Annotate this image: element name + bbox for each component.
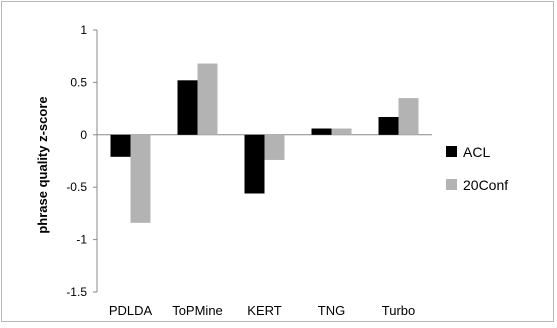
bar-acl-pdlda	[110, 134, 131, 157]
x-tick-label: PDLDA	[109, 303, 153, 318]
bar-20conf-turbo	[398, 98, 419, 135]
y-tick-label: -1	[76, 233, 87, 247]
y-tick-label: 0	[80, 128, 87, 142]
y-tick-label: 1	[80, 23, 87, 37]
y-tick-label: -0.5	[66, 180, 87, 194]
bar-20conf-topmine	[197, 63, 218, 135]
bar-20conf-tng	[331, 128, 352, 135]
bar-chart: phrase quality z-score 1 0.5 0 -0.5 -1 -1.5 PD…	[35, 23, 508, 318]
legend-label-acl: ACL	[463, 144, 490, 160]
y-tick-label: -1.5	[66, 285, 87, 299]
y-tick-label: 0.5	[70, 75, 87, 89]
x-tick-label: ToPMine	[172, 303, 223, 318]
legend: ACL 20Conf	[446, 144, 508, 193]
x-tick-label: Turbo	[382, 303, 415, 318]
legend-swatch-20conf	[446, 179, 457, 190]
legend-label-20conf: 20Conf	[463, 177, 508, 193]
legend-swatch-acl	[446, 146, 457, 157]
bar-acl-turbo	[378, 116, 399, 135]
bar-acl-tng	[311, 128, 332, 135]
bar-20conf-kert	[264, 134, 285, 160]
plot-area: 1 0.5 0 -0.5 -1 -1.5 PDLDA ToPMine KERT TNG Turbo	[66, 23, 432, 318]
bar-20conf-pdlda	[130, 134, 151, 223]
bar-acl-kert	[244, 134, 265, 194]
bar-acl-topmine	[177, 80, 198, 135]
chart-container: phrase quality z-score 1 0.5 0 -0.5 -1 -1.5 PD…	[1, 1, 554, 322]
x-tick-label: TNG	[318, 303, 345, 318]
x-tick-label: KERT	[247, 303, 281, 318]
y-axis-label: phrase quality z-score	[35, 96, 50, 233]
